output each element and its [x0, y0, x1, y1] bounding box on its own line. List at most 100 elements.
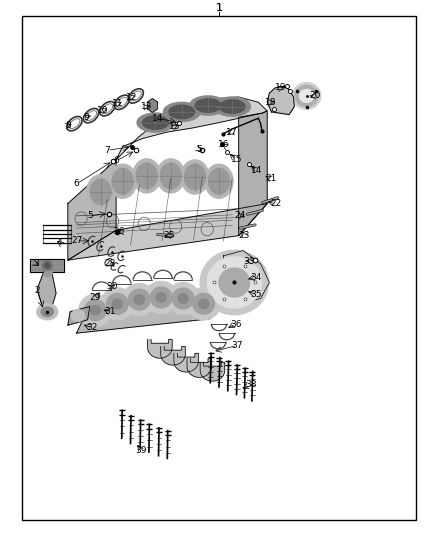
Polygon shape	[174, 353, 198, 372]
Ellipse shape	[109, 164, 137, 198]
Polygon shape	[30, 259, 64, 272]
Text: 5: 5	[87, 212, 93, 220]
Ellipse shape	[137, 113, 174, 132]
Text: 22: 22	[270, 199, 282, 208]
Text: 35: 35	[251, 290, 262, 298]
Text: 19: 19	[276, 84, 287, 92]
Ellipse shape	[133, 159, 161, 193]
Polygon shape	[161, 346, 185, 365]
Ellipse shape	[145, 281, 178, 313]
Ellipse shape	[181, 160, 209, 194]
Ellipse shape	[190, 96, 226, 115]
Text: 23: 23	[239, 231, 250, 240]
Ellipse shape	[300, 90, 314, 102]
Text: 33: 33	[243, 257, 254, 265]
Text: 5: 5	[196, 145, 202, 154]
Polygon shape	[200, 362, 225, 381]
Text: 11: 11	[112, 100, 123, 108]
Text: 13: 13	[141, 102, 152, 111]
Ellipse shape	[208, 168, 230, 194]
Text: 1: 1	[215, 3, 223, 13]
Ellipse shape	[156, 293, 166, 302]
Text: 29: 29	[90, 293, 101, 302]
Polygon shape	[68, 160, 116, 260]
Ellipse shape	[199, 299, 208, 309]
Ellipse shape	[112, 168, 133, 194]
Polygon shape	[223, 251, 269, 304]
Text: 39: 39	[135, 446, 147, 455]
Ellipse shape	[85, 300, 106, 321]
Ellipse shape	[187, 288, 220, 320]
Text: 31: 31	[105, 308, 116, 316]
Ellipse shape	[200, 251, 268, 314]
Text: 26: 26	[113, 228, 125, 236]
Text: 16: 16	[218, 141, 229, 149]
Ellipse shape	[178, 294, 188, 303]
Ellipse shape	[45, 263, 49, 268]
Ellipse shape	[91, 305, 100, 315]
Text: 25: 25	[163, 231, 174, 240]
Ellipse shape	[128, 289, 150, 310]
Ellipse shape	[157, 159, 185, 193]
Polygon shape	[267, 86, 294, 115]
Text: 15: 15	[169, 123, 180, 131]
Ellipse shape	[169, 105, 194, 119]
Ellipse shape	[163, 102, 200, 122]
Polygon shape	[77, 290, 223, 333]
Text: 20: 20	[310, 92, 321, 100]
Ellipse shape	[71, 310, 85, 321]
Text: 34: 34	[251, 273, 262, 281]
Text: 3: 3	[33, 260, 39, 268]
Ellipse shape	[292, 83, 321, 109]
Text: 27: 27	[71, 237, 82, 245]
Polygon shape	[148, 340, 172, 358]
Ellipse shape	[193, 293, 215, 314]
Text: 10: 10	[97, 106, 109, 115]
Ellipse shape	[214, 97, 251, 116]
Ellipse shape	[42, 261, 52, 270]
Text: 14: 14	[152, 114, 163, 123]
Text: 6: 6	[113, 157, 119, 165]
Ellipse shape	[195, 99, 221, 112]
Ellipse shape	[205, 164, 233, 198]
Text: 38: 38	[245, 381, 256, 389]
Text: 15: 15	[231, 156, 242, 164]
Ellipse shape	[160, 163, 181, 189]
Text: 4: 4	[57, 238, 62, 247]
Ellipse shape	[37, 304, 58, 320]
Ellipse shape	[87, 175, 115, 209]
Text: 14: 14	[251, 166, 262, 175]
Ellipse shape	[101, 288, 134, 320]
Polygon shape	[148, 99, 157, 112]
Text: 7: 7	[104, 146, 110, 155]
Text: 12: 12	[126, 93, 137, 101]
Text: 6: 6	[74, 180, 80, 188]
Polygon shape	[68, 204, 267, 260]
Text: 17: 17	[226, 128, 238, 136]
Text: 24: 24	[234, 212, 246, 220]
Ellipse shape	[106, 293, 128, 314]
Ellipse shape	[134, 295, 144, 304]
Ellipse shape	[207, 257, 261, 308]
Text: 2: 2	[35, 286, 40, 295]
Ellipse shape	[295, 85, 318, 107]
Text: 9: 9	[83, 113, 89, 122]
Ellipse shape	[79, 294, 112, 326]
Ellipse shape	[150, 287, 172, 308]
Ellipse shape	[172, 288, 194, 309]
Ellipse shape	[184, 164, 205, 190]
Ellipse shape	[90, 179, 111, 205]
Ellipse shape	[166, 282, 200, 314]
Polygon shape	[37, 272, 56, 312]
Text: 21: 21	[265, 174, 276, 183]
Ellipse shape	[219, 100, 245, 114]
Text: 28: 28	[105, 260, 116, 268]
Text: 36: 36	[230, 320, 241, 328]
Polygon shape	[239, 111, 267, 236]
Text: 37: 37	[232, 341, 243, 350]
Text: 30: 30	[106, 282, 117, 291]
Text: 32: 32	[86, 324, 98, 332]
Ellipse shape	[113, 299, 122, 309]
Polygon shape	[187, 359, 212, 377]
Text: 8: 8	[65, 121, 71, 130]
